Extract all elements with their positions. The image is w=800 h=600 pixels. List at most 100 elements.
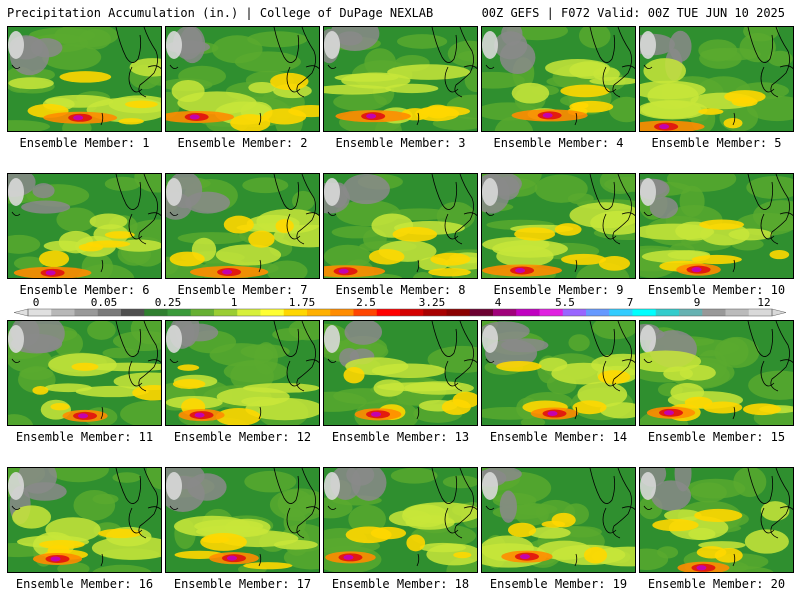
light-precip-area (568, 334, 590, 352)
state-line (11, 358, 21, 363)
light-precip-area (120, 400, 161, 425)
dry-area (32, 183, 55, 199)
heavy-precip-area (597, 370, 631, 385)
light-precip-area (177, 232, 247, 245)
moderate-precip-area (373, 379, 405, 397)
moderate-precip-area (242, 383, 319, 393)
dry-area (649, 196, 679, 219)
moderate-precip-area (177, 91, 257, 115)
extreme-precip-area (691, 267, 702, 273)
ensemble-panel: Ensemble Member: 20 (639, 467, 794, 592)
state-line (643, 505, 653, 510)
moderate-precip-area (87, 362, 161, 372)
color-scale-segment (655, 309, 680, 316)
precipitation-map (639, 26, 794, 132)
color-scale-segment (493, 309, 517, 316)
light-precip-area (767, 50, 793, 67)
colorbar-tick-label: 1.75 (288, 296, 316, 309)
heavy-precip-area (441, 399, 471, 415)
dry-area (8, 31, 24, 59)
heavy-precip-area (406, 534, 426, 552)
ensemble-panel: Ensemble Member: 1 (7, 26, 162, 151)
extreme-precip-area (519, 554, 530, 560)
dry-area (482, 472, 498, 500)
river-line (416, 406, 420, 420)
moderate-precip-area (679, 364, 716, 381)
light-precip-area (56, 207, 97, 232)
great-lakes-outline (589, 321, 632, 392)
heavy-precip-area (723, 117, 743, 129)
light-precip-area (698, 39, 738, 62)
dry-area (16, 321, 65, 353)
heavy-precip-area (32, 386, 49, 395)
extreme-precip-area (194, 412, 205, 418)
river-line (732, 553, 736, 567)
light-precip-area (104, 176, 141, 191)
moderate-precip-area (640, 100, 702, 119)
light-precip-area (746, 95, 793, 122)
ensemble-panel: Ensemble Member: 16 (7, 467, 162, 592)
river-line (732, 259, 736, 273)
ensemble-member-label: Ensemble Member: 15 (647, 430, 786, 444)
light-precip-area (146, 468, 161, 490)
light-precip-area (277, 489, 314, 518)
great-lakes-outline (779, 212, 793, 217)
river-line (574, 112, 578, 126)
ensemble-member-label: Ensemble Member: 10 (647, 283, 786, 297)
precipitation-map (481, 173, 636, 279)
moderate-precip-area (8, 77, 54, 90)
heavy-precip-area (118, 118, 144, 125)
colorbar-tick-label: 1 (230, 296, 238, 309)
ensemble-member-label: Ensemble Member: 1 (19, 136, 150, 150)
state-line (169, 358, 179, 363)
model-run-title: 00Z GEFS | F072 Valid: 00Z TUE JUN 10 20… (481, 6, 785, 20)
ensemble-panel: Ensemble Member: 2 (165, 26, 320, 151)
heavy-precip-area (507, 522, 537, 538)
heavy-precip-area (248, 230, 275, 248)
light-precip-area (92, 493, 119, 505)
color-scale-segment (376, 309, 401, 316)
great-lakes-outline (747, 321, 790, 392)
state-line (11, 64, 21, 69)
precipitation-map (165, 26, 320, 132)
river-line (258, 112, 262, 126)
state-line (327, 64, 337, 69)
color-scale-segment (144, 309, 168, 316)
great-lakes-outline (431, 27, 474, 98)
ensemble-member-label: Ensemble Member: 5 (651, 136, 782, 150)
precipitation-map (7, 467, 162, 573)
great-lakes-outline (589, 468, 632, 539)
heavy-precip-area (177, 364, 200, 371)
light-precip-area (48, 468, 109, 483)
moderate-precip-area (248, 81, 276, 94)
extreme-precip-area (696, 565, 707, 571)
dry-area (337, 31, 363, 46)
river-line (416, 112, 420, 126)
state-line (169, 64, 179, 69)
light-precip-area (390, 468, 438, 484)
river-line (100, 406, 104, 420)
ensemble-panel: Ensemble Member: 9 (481, 173, 636, 298)
color-scale-segment (609, 309, 633, 316)
colorbar-right-arrow (771, 308, 787, 317)
ensemble-panel: Ensemble Member: 18 (323, 467, 478, 592)
extreme-precip-area (189, 114, 200, 120)
great-lakes-outline (621, 212, 635, 217)
heavy-precip-area (703, 401, 743, 414)
great-lakes-outline (779, 506, 793, 511)
light-precip-area (397, 34, 448, 49)
dry-area (640, 472, 656, 500)
precipitation-map (7, 320, 162, 426)
light-precip-area (412, 272, 433, 278)
heavy-precip-area (428, 268, 471, 277)
great-lakes-outline (305, 506, 319, 511)
dry-area (495, 176, 520, 201)
color-scale-segment (400, 309, 424, 316)
colorbar-tick-label: 0 (32, 296, 40, 309)
great-lakes-outline (115, 27, 158, 98)
light-precip-area (364, 48, 397, 77)
dry-area (344, 321, 383, 345)
light-precip-area (242, 177, 289, 194)
precipitation-map (165, 173, 320, 279)
heavy-precip-area (98, 528, 142, 539)
